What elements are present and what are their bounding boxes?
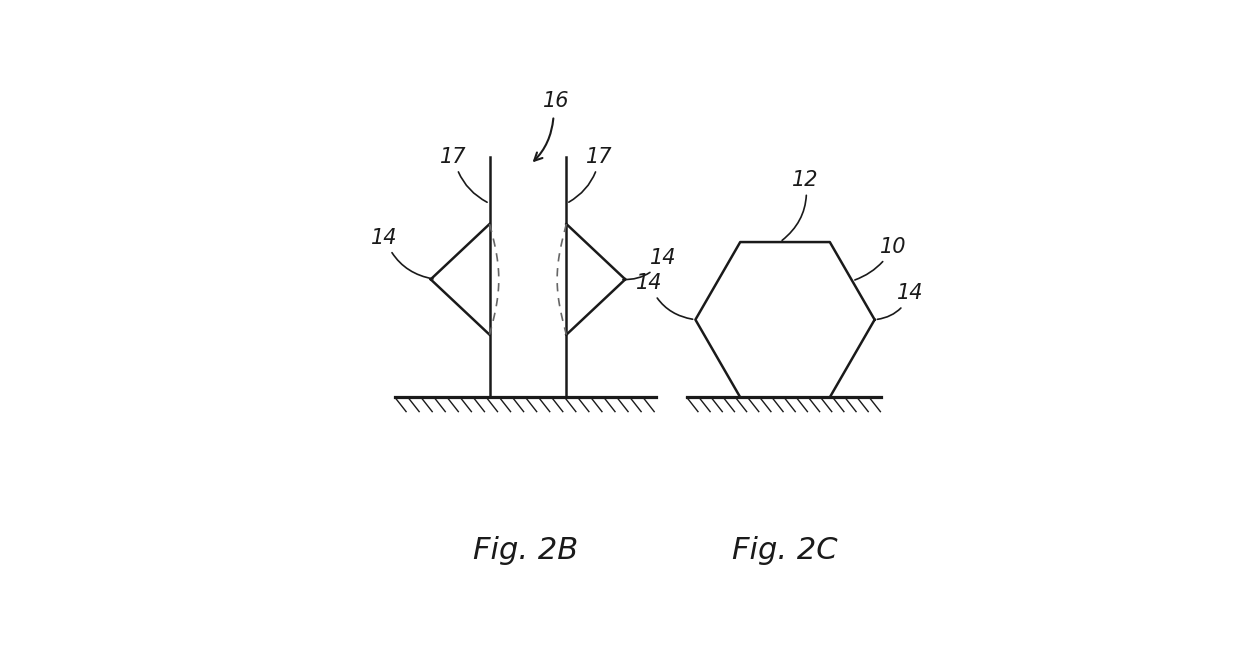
Text: Fig. 2B: Fig. 2B	[472, 537, 578, 565]
Text: Fig. 2C: Fig. 2C	[733, 537, 838, 565]
Text: 14: 14	[636, 273, 693, 319]
Text: 14: 14	[878, 283, 924, 319]
Text: 16: 16	[543, 90, 569, 110]
Text: 17: 17	[440, 146, 487, 202]
Text: 14: 14	[622, 248, 677, 279]
Text: 12: 12	[782, 170, 818, 240]
Text: 10: 10	[854, 237, 906, 280]
Text: 14: 14	[371, 227, 433, 279]
Text: 17: 17	[569, 146, 613, 202]
